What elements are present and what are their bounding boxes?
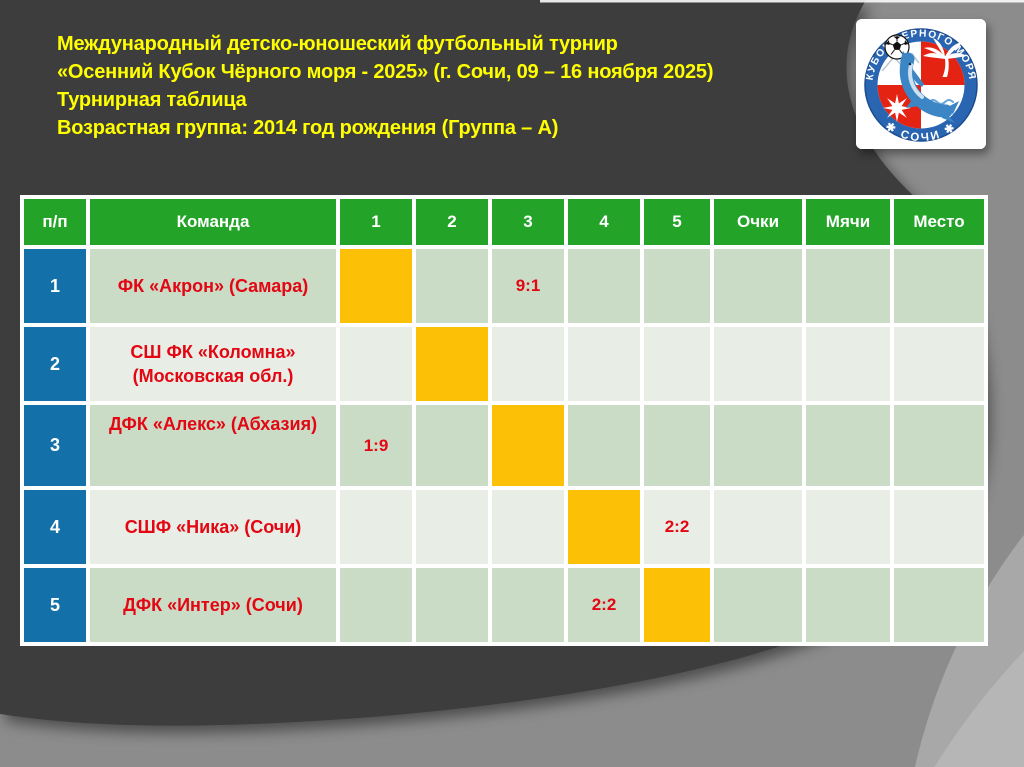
column-header-1: 1: [340, 199, 412, 245]
row-number-cell: 3: [24, 405, 86, 486]
team-name-cell: СШ ФК «Коломна» (Московская обл.): [90, 327, 336, 401]
column-header-2: 2: [416, 199, 488, 245]
match-result-cell: [416, 568, 488, 642]
table-row: 3 ДФК «Алекс» (Абхазия) 1:9: [24, 405, 984, 486]
dolphin-icon: [899, 51, 959, 123]
top-edge-highlight: [540, 0, 1024, 3]
goals-cell: [806, 490, 890, 564]
match-result-cell: [568, 249, 640, 323]
place-cell: [894, 249, 984, 323]
goals-cell: [806, 568, 890, 642]
column-header-team: Команда: [90, 199, 336, 245]
palm-tree-icon: [923, 38, 966, 77]
table-row: 1 ФК «Акрон» (Самара) 9:1: [24, 249, 984, 323]
match-result-cell: [340, 327, 412, 401]
points-cell: [714, 490, 802, 564]
row-number-cell: 5: [24, 568, 86, 642]
title-line-4: Возрастная группа: 2014 год рождения (Гр…: [57, 117, 559, 139]
row-number-cell: 1: [24, 249, 86, 323]
goals-cell: [806, 327, 890, 401]
diagonal-self-cell: [644, 568, 710, 642]
points-cell: [714, 568, 802, 642]
logo-badge: КУБОК ЧЕРНОГО МОРЯ ✱ СОЧИ ✱: [856, 19, 986, 149]
match-result-cell: [644, 327, 710, 401]
title-line-2: «Осенний Кубок Чёрного моря - 2025» (г. …: [57, 61, 714, 83]
team-name-cell: ФК «Акрон» (Самара): [90, 249, 336, 323]
row-number-cell: 4: [24, 490, 86, 564]
match-result-cell: 1:9: [340, 405, 412, 486]
goals-cell: [806, 405, 890, 486]
row-number-cell: 2: [24, 327, 86, 401]
light-arc-shape: [934, 651, 1024, 767]
points-cell: [714, 405, 802, 486]
place-cell: [894, 405, 984, 486]
title-line-3: Турнирная таблица: [57, 89, 247, 111]
header-row: п/п Команда 1 2 3 4 5 Очки Мячи Место: [24, 199, 984, 245]
results-table: п/п Команда 1 2 3 4 5 Очки Мячи Место 1 …: [20, 195, 988, 646]
match-result-cell: [492, 490, 564, 564]
sun-icon: [883, 94, 911, 122]
match-result-cell: [568, 405, 640, 486]
points-cell: [714, 249, 802, 323]
place-cell: [894, 568, 984, 642]
match-result-cell: [644, 405, 710, 486]
team-name-cell: СШФ «Ника» (Сочи): [90, 490, 336, 564]
points-cell: [714, 327, 802, 401]
match-result-cell: 9:1: [492, 249, 564, 323]
match-result-cell: [416, 405, 488, 486]
slide-title: Международный детско-юношеский футбольны…: [57, 30, 847, 142]
place-cell: [894, 490, 984, 564]
diagonal-self-cell: [340, 249, 412, 323]
title-line-1: Международный детско-юношеский футбольны…: [57, 33, 618, 55]
column-header-goals: Мячи: [806, 199, 890, 245]
match-result-cell: 2:2: [644, 490, 710, 564]
column-header-num: п/п: [24, 199, 86, 245]
match-result-cell: [492, 327, 564, 401]
match-result-cell: [340, 568, 412, 642]
match-result-cell: [568, 327, 640, 401]
diagonal-self-cell: [568, 490, 640, 564]
diagonal-self-cell: [492, 405, 564, 486]
table-row: 5 ДФК «Интер» (Сочи) 2:2: [24, 568, 984, 642]
team-name-cell: ДФК «Интер» (Сочи): [90, 568, 336, 642]
tournament-logo: КУБОК ЧЕРНОГО МОРЯ ✱ СОЧИ ✱: [856, 19, 986, 149]
goals-cell: [806, 249, 890, 323]
place-cell: [894, 327, 984, 401]
table-row: 2 СШ ФК «Коломна» (Московская обл.): [24, 327, 984, 401]
match-result-cell: [416, 249, 488, 323]
column-header-place: Место: [894, 199, 984, 245]
column-header-3: 3: [492, 199, 564, 245]
match-result-cell: [416, 490, 488, 564]
table-row: 4 СШФ «Ника» (Сочи) 2:2: [24, 490, 984, 564]
match-result-cell: 2:2: [568, 568, 640, 642]
diagonal-self-cell: [416, 327, 488, 401]
match-result-cell: [492, 568, 564, 642]
team-name-cell: ДФК «Алекс» (Абхазия): [90, 405, 336, 486]
column-header-5: 5: [644, 199, 710, 245]
column-header-4: 4: [568, 199, 640, 245]
column-header-points: Очки: [714, 199, 802, 245]
match-result-cell: [644, 249, 710, 323]
match-result-cell: [340, 490, 412, 564]
red-quadrant-tr: [921, 41, 965, 85]
